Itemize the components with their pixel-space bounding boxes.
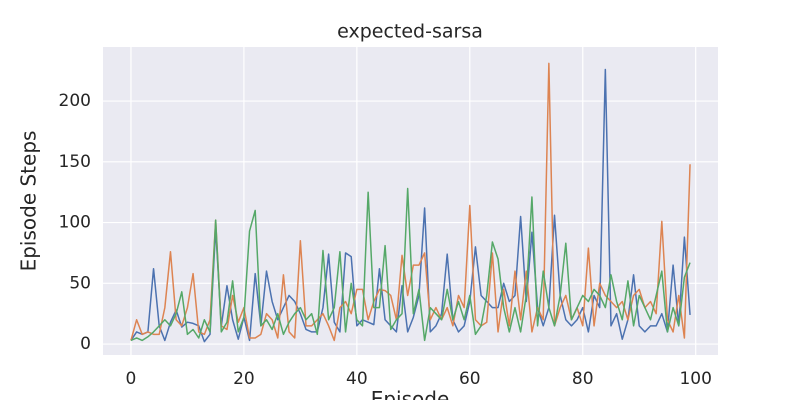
series-line	[130, 187, 691, 342]
y-tick-label: 100	[59, 213, 91, 233]
x-tick-label: 80	[572, 369, 594, 389]
y-axis-label: Episode Steps	[17, 131, 41, 272]
plot-area	[103, 47, 718, 355]
x-tick-label: 20	[233, 369, 255, 389]
y-tick-label: 200	[59, 91, 91, 111]
x-tick-label: 100	[679, 369, 711, 389]
x-tick-label: 40	[346, 369, 368, 389]
x-axis-label: Episode	[371, 387, 450, 400]
y-tick-label: 0	[80, 334, 91, 354]
chart-title: expected-sarsa	[337, 21, 483, 43]
y-tick-label: 50	[69, 273, 91, 293]
x-tick-label: 60	[459, 369, 481, 389]
x-tick-label: 0	[126, 369, 137, 389]
y-tick-label: 150	[59, 152, 91, 172]
